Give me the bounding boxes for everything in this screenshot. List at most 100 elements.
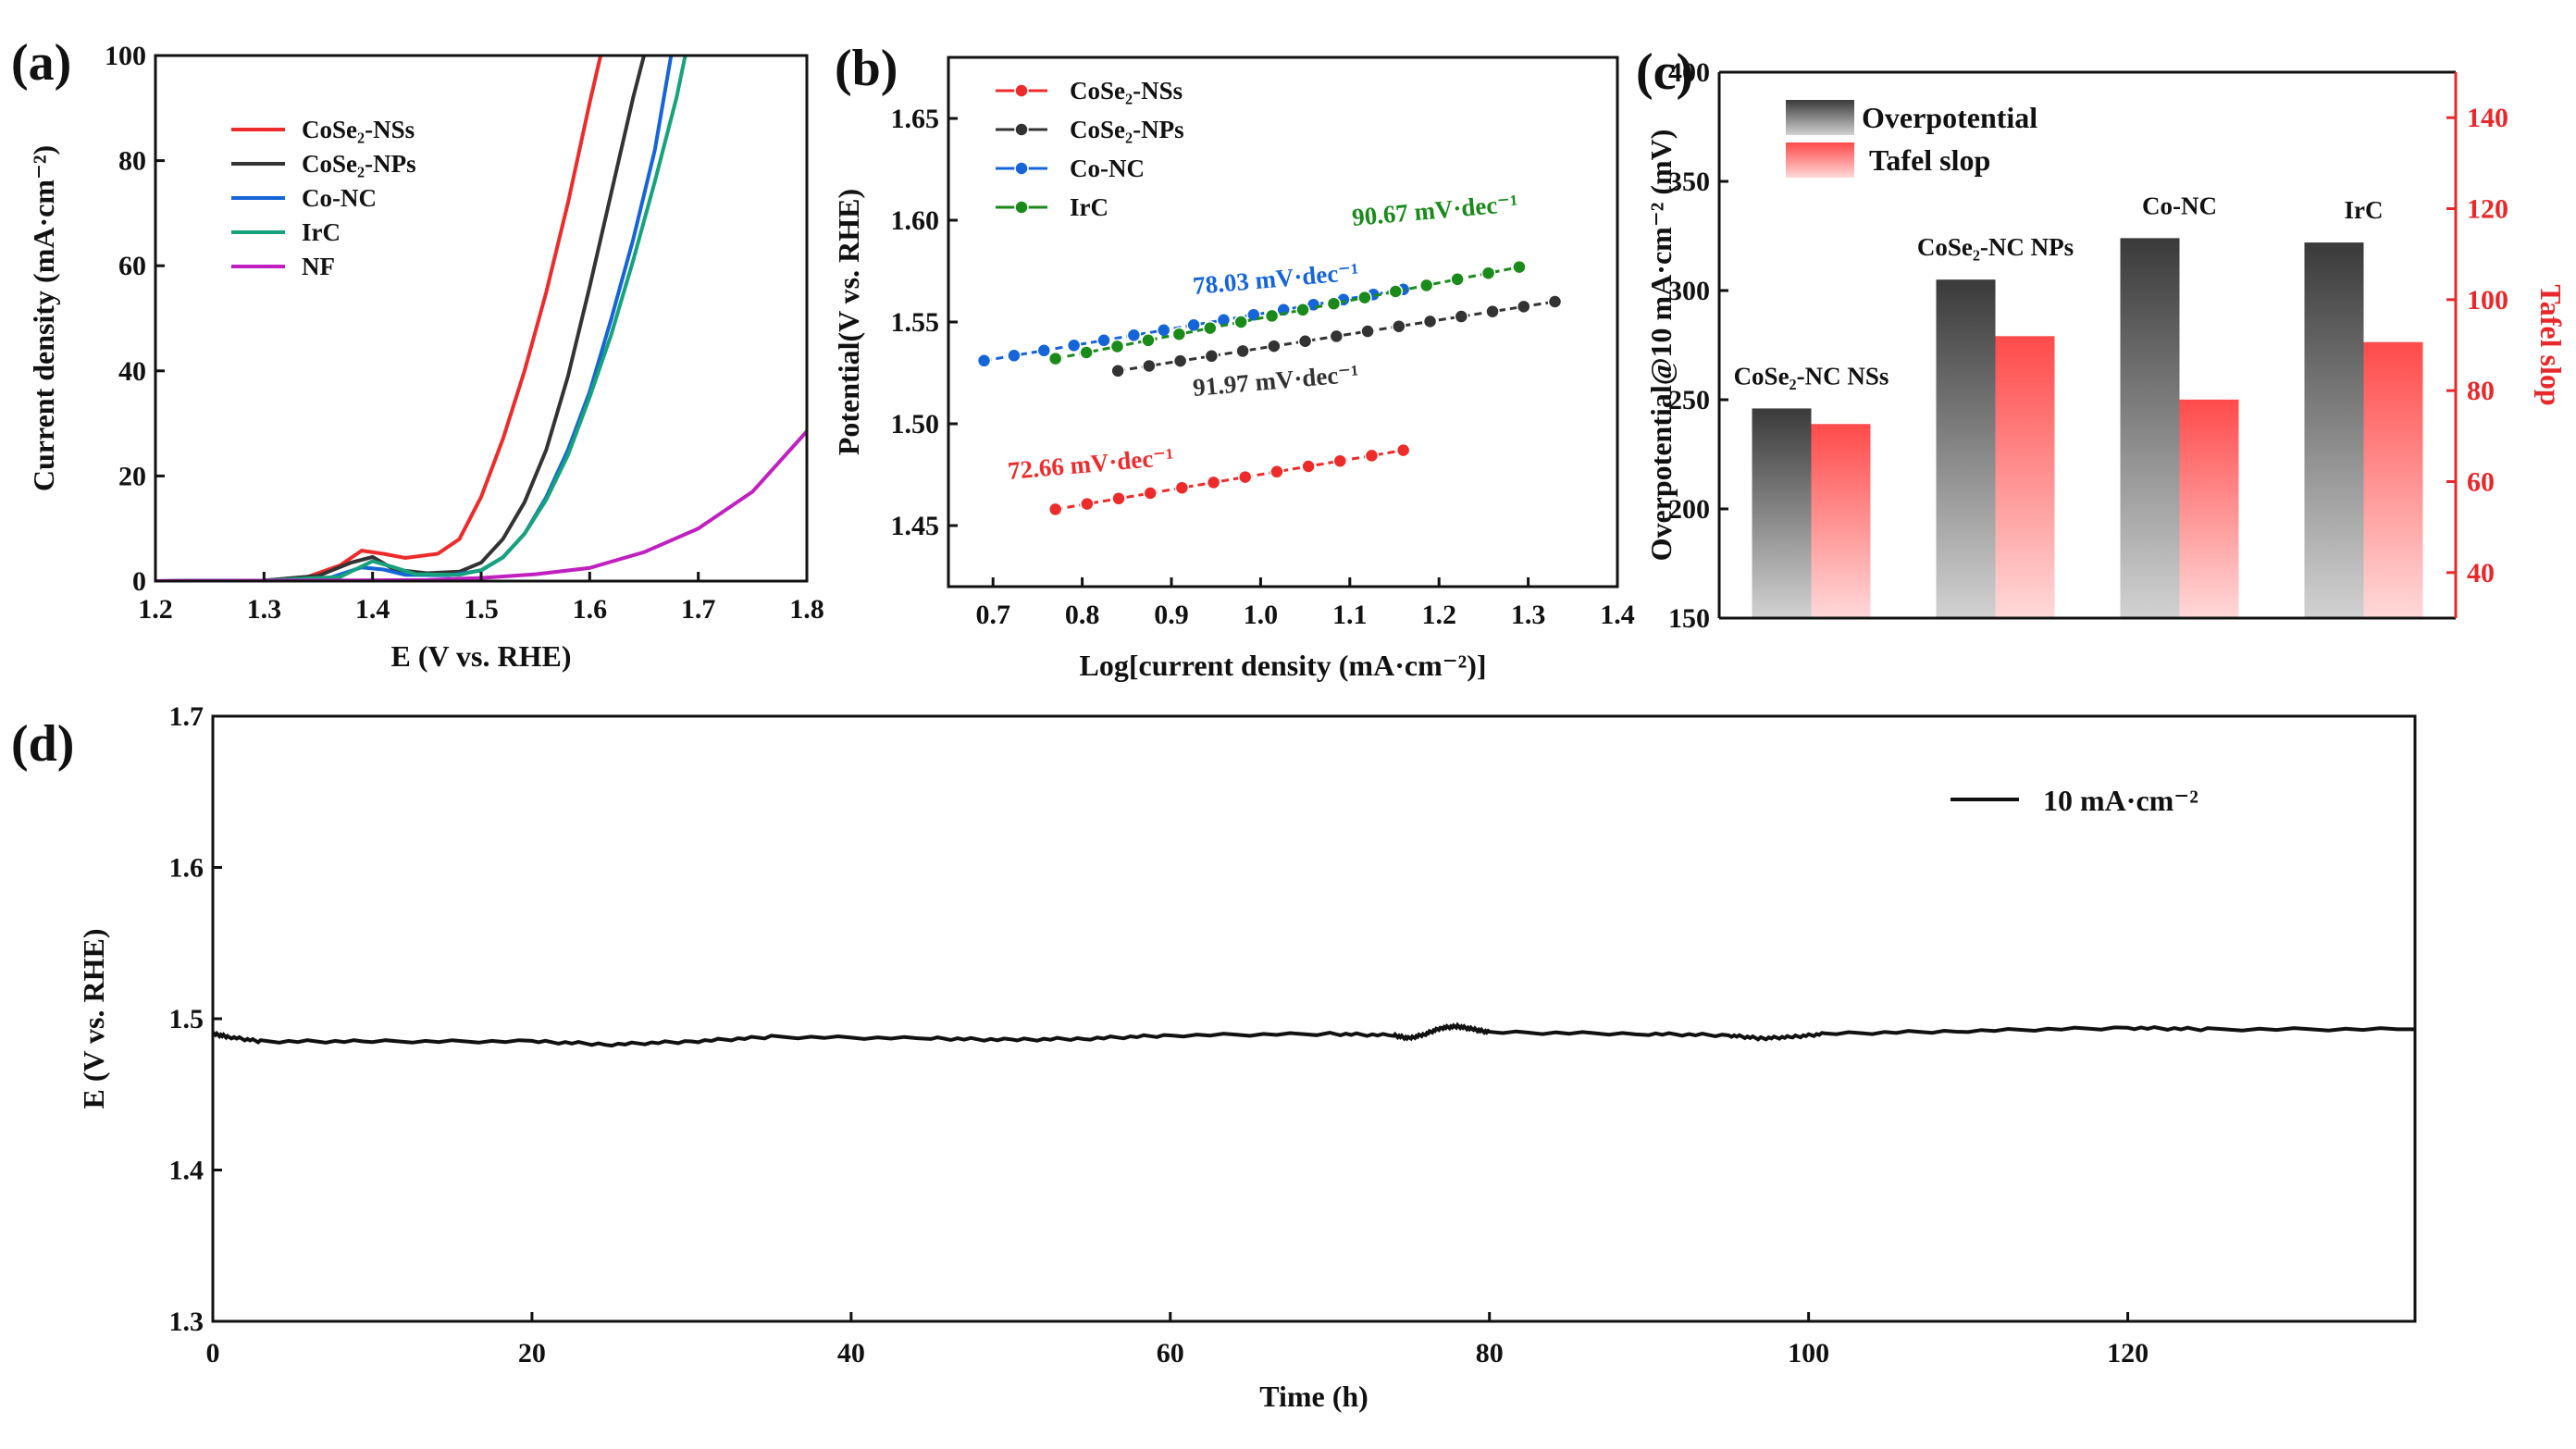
data-point-cose2_nps [1204, 349, 1220, 364]
data-point-cose2_nss [1332, 453, 1348, 468]
legend-marker-irc_tafel [1014, 200, 1029, 215]
panel-c-bar-chart: CoSe₂-NC NSs CoSe₂-NC NPs Co-NC IrC 150 200 25… [1644, 57, 2568, 634]
panel-d-stability-chart: 0 20 40 60 80 100 120 1.3 1.4 1.5 1.6 1.7 Time (h) E … [77, 701, 2417, 1413]
legend-label: IrC [302, 218, 341, 246]
y-tick-label: 350 [1668, 167, 1710, 197]
panel-d-label: (d) [11, 715, 74, 773]
data-point-co_nc [1007, 348, 1022, 364]
data-point-co_nc [1186, 317, 1201, 333]
data-point-irc_tafel [1357, 290, 1372, 305]
fit-line-irc_tafel [1055, 266, 1520, 361]
bar-overpotential [1936, 279, 1996, 618]
x-tick-label: 0.7 [975, 600, 1010, 630]
x-tick-label: 1.6 [573, 594, 608, 625]
data-point-cose2_nss [1395, 442, 1411, 458]
y-tick-label: 0 [132, 566, 146, 597]
x-tick-label: 1.8 [789, 594, 824, 625]
y-axis-label: Potential(V vs. RHE) [832, 189, 865, 455]
category-label: IrC [2345, 196, 2384, 224]
x-axis-label: E (V vs. RHE) [391, 639, 572, 673]
data-point-cose2_nps [1485, 303, 1500, 319]
category-label: Co-NC [2142, 192, 2217, 219]
y-right-tick-label: 60 [2467, 467, 2495, 498]
data-point-co_nc [1156, 323, 1171, 338]
data-point-irc_tafel [1480, 266, 1496, 280]
y-tick-label: 100 [105, 41, 146, 71]
data-point-cose2_nss [1047, 502, 1063, 517]
data-point-cose2_nps [1392, 318, 1406, 334]
plot-frame [154, 54, 809, 583]
data-point-irc_tafel [1079, 345, 1094, 360]
data-point-cose2_nss [1111, 491, 1126, 506]
data-point-co_nc [1096, 333, 1111, 348]
panel-a-lsv-chart: 1.2 1.3 1.4 1.5 1.6 1.7 1.8 0 20 40 60 80 100 E (V vs… [27, 41, 824, 673]
legend-label: NF [302, 253, 335, 280]
x-tick-label: 1.2 [138, 594, 173, 625]
data-point-cose2_nss [1080, 496, 1095, 512]
data-point-cose2_nps [1517, 299, 1531, 315]
y-axis-label: E (V vs. RHE) [77, 929, 110, 1109]
data-point-co_nc [1066, 338, 1082, 353]
data-point-co_nc [1126, 328, 1142, 343]
x-tick-label: 80 [1476, 1338, 1504, 1368]
series-line-cose2_nps [155, 56, 646, 581]
data-point-cose2_nss [1143, 486, 1158, 501]
y-tick-label: 20 [118, 461, 146, 491]
data-point-irc_tafel [1171, 327, 1187, 341]
data-point-cose2_nps [1360, 324, 1375, 339]
data-point-cose2_nss [1174, 480, 1190, 495]
y-tick-label: 400 [1668, 57, 1710, 88]
data-point-cose2_nps [1329, 328, 1344, 344]
data-point-cose2_nps [1422, 314, 1438, 329]
legend-label: CoSe₂-NSs [1070, 77, 1183, 105]
y-tick-label: 1.45 [891, 511, 940, 541]
y-tick-label: 200 [1668, 494, 1710, 525]
data-point-co_nc [1036, 343, 1052, 358]
y-tick-label: 150 [1668, 603, 1710, 634]
x-tick-label: 1.3 [247, 594, 282, 625]
data-point-cose2_nps [1110, 364, 1125, 378]
panel-c-label: (c) [1636, 43, 1693, 101]
legend-label: IrC [1070, 193, 1108, 221]
data-point-irc_tafel [1512, 259, 1527, 275]
y-right-tick-label: 100 [2467, 285, 2508, 316]
y-axis-label: Overpotential@10 mA·cm⁻² (mV) [1644, 130, 1678, 562]
data-point-irc_tafel [1388, 284, 1404, 299]
y-tick-label: 300 [1668, 276, 1710, 306]
bar-tafel [2179, 399, 2239, 618]
legend-label: CoSe₂-NPs [1070, 116, 1184, 143]
legend-swatch-overpotential [1786, 100, 1854, 135]
y-tick-label: 1.7 [169, 701, 204, 732]
data-point-cose2_nps [1172, 353, 1188, 368]
x-axis-label: Time (h) [1259, 1380, 1368, 1413]
y-tick-label: 1.6 [169, 853, 204, 884]
x-tick-label: 0.9 [1154, 600, 1189, 630]
y-tick-label: 1.5 [169, 1004, 204, 1034]
x-tick-label: 1.0 [1244, 600, 1279, 630]
data-point-cose2_nps [1142, 358, 1157, 374]
stability-line [211, 1022, 2415, 1048]
x-tick-label: 1.3 [1511, 600, 1546, 630]
panel-a-label: (a) [11, 34, 71, 92]
data-point-cose2_nss [1206, 475, 1221, 490]
bar-tafel [2363, 341, 2423, 618]
slope-annotation: 72.66 mV·dec⁻¹ [1007, 442, 1175, 485]
data-point-cose2_nss [1364, 448, 1380, 464]
y-tick-label: 1.65 [891, 104, 940, 134]
x-tick-label: 0.8 [1065, 600, 1100, 630]
legend-label: Co-NC [1070, 155, 1145, 182]
slope-annotation: 90.67 mV·dec⁻¹ [1351, 189, 1519, 231]
data-point-irc_tafel [1418, 278, 1434, 293]
data-point-cose2_nps [1297, 333, 1313, 349]
bar-tafel [1811, 424, 1871, 618]
y-tick-label: 1.50 [891, 409, 940, 440]
y-tick-label: 1.60 [891, 205, 940, 236]
y-right-tick-label: 120 [2467, 194, 2508, 225]
data-point-irc_tafel [1295, 303, 1310, 317]
data-point-cose2_nss [1237, 469, 1253, 485]
series-line-irc [155, 56, 687, 581]
bar-overpotential [1752, 408, 1812, 618]
panel-b-label: (b) [835, 40, 898, 97]
data-point-cose2_nps [1454, 309, 1469, 324]
